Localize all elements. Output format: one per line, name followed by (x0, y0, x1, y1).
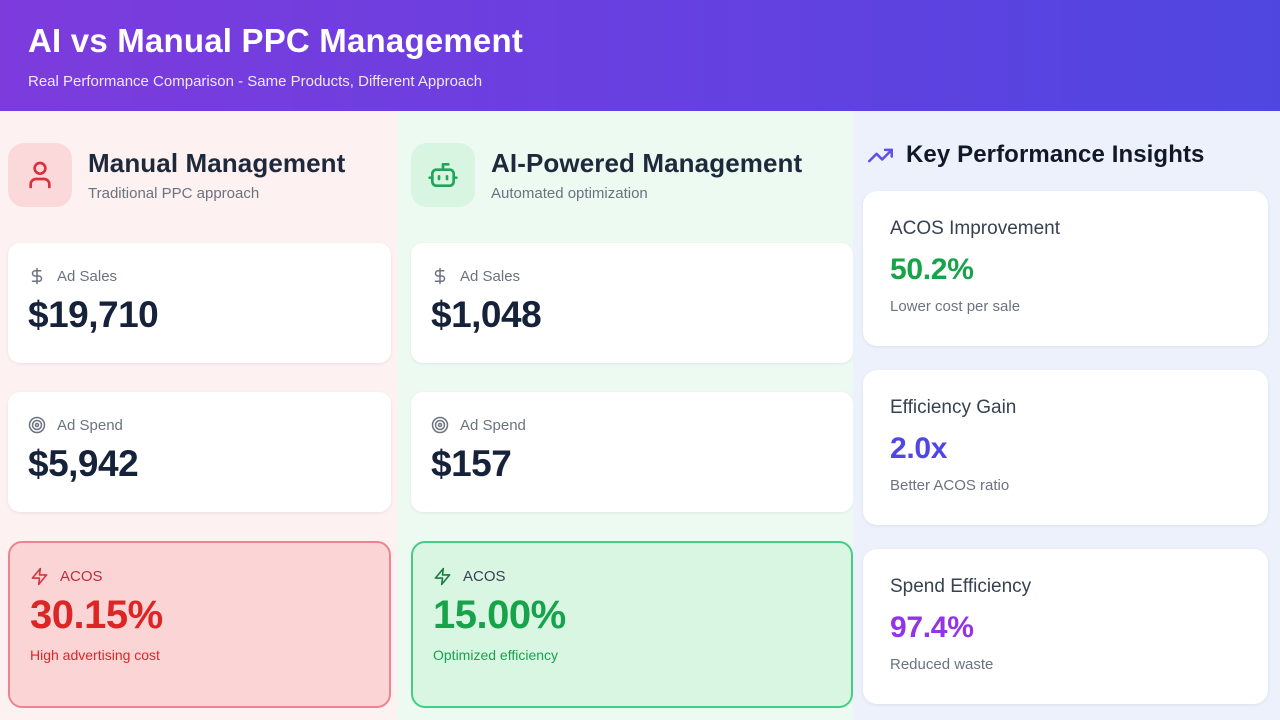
acos-label: ACOS (60, 568, 103, 585)
ai-management-column: AI-Powered Management Automated optimiza… (397, 111, 853, 720)
acos-note: High advertising cost (30, 647, 160, 663)
manual-ad-sales-label-row: Ad Sales (28, 267, 371, 285)
acos-note: Optimized efficiency (433, 647, 559, 663)
acos-value: 15.00% (433, 593, 566, 637)
target-icon (28, 416, 46, 434)
metric-value: $157 (431, 443, 512, 484)
target-icon (431, 416, 449, 434)
acos-value: 30.15% (30, 593, 163, 637)
insight-note: Lower cost per sale (890, 298, 1021, 315)
dollar-icon (431, 267, 449, 285)
manual-ad-sales-card: Ad Sales $19,710 (8, 243, 391, 363)
manual-section-titles: Manual Management Traditional PPC approa… (88, 148, 345, 202)
insight-label: ACOS Improvement (890, 218, 1060, 239)
page-title: AI vs Manual PPC Management (28, 22, 524, 59)
metric-value: $5,942 (28, 443, 139, 484)
manual-section-header: Manual Management Traditional PPC approa… (8, 143, 391, 207)
metric-label: Ad Spend (460, 416, 526, 434)
insights-header: Key Performance Insights (863, 141, 1268, 169)
insight-label: Spend Efficiency (890, 576, 1032, 597)
metric-label: Ad Sales (460, 267, 521, 285)
manual-section-title: Manual Management (88, 148, 346, 178)
zap-icon (30, 567, 49, 586)
ai-section-subtitle: Automated optimization (491, 185, 648, 202)
manual-ad-spend-card: Ad Spend $5,942 (8, 392, 391, 512)
insights-title: Key Performance Insights (906, 141, 1205, 168)
acos-label: ACOS (463, 568, 506, 585)
metric-label: Ad Sales (57, 267, 118, 285)
spend-efficiency-card: Spend Efficiency 97.4% Reduced waste (863, 549, 1268, 704)
metric-value: $19,710 (28, 294, 159, 335)
manual-management-column: Manual Management Traditional PPC approa… (0, 111, 397, 720)
metric-value: $1,048 (431, 294, 542, 335)
efficiency-gain-card: Efficiency Gain 2.0x Better ACOS ratio (863, 370, 1268, 525)
insight-label: Efficiency Gain (890, 397, 1017, 418)
dollar-icon (28, 267, 46, 285)
columns-container: Manual Management Traditional PPC approa… (0, 111, 1280, 720)
metric-label: Ad Spend (57, 416, 123, 434)
insight-note: Reduced waste (890, 656, 994, 673)
acos-improvement-card: ACOS Improvement 50.2% Lower cost per sa… (863, 191, 1268, 346)
manual-section-subtitle: Traditional PPC approach (88, 185, 260, 202)
ai-ad-spend-label-row: Ad Spend (431, 416, 833, 434)
page-subtitle: Real Performance Comparison - Same Produ… (28, 73, 483, 90)
insight-value: 2.0x (890, 432, 948, 465)
insight-note: Better ACOS ratio (890, 477, 1010, 494)
insight-value: 97.4% (890, 611, 974, 644)
header-banner: AI vs Manual PPC Management Real Perform… (0, 0, 1280, 111)
zap-icon (433, 567, 452, 586)
ai-section-title: AI-Powered Management (491, 148, 803, 178)
manual-acos-label-row: ACOS (30, 567, 369, 586)
ai-ad-spend-card: Ad Spend $157 (411, 392, 853, 512)
ai-acos-label-row: ACOS (433, 567, 831, 586)
key-performance-insights-column: Key Performance Insights ACOS Improvemen… (853, 111, 1280, 720)
ai-section-titles: AI-Powered Management Automated optimiza… (491, 148, 802, 202)
robot-icon (411, 143, 475, 207)
trending-up-icon (867, 142, 894, 169)
ai-ad-sales-label-row: Ad Sales (431, 267, 833, 285)
insight-value: 50.2% (890, 253, 974, 286)
manual-ad-spend-label-row: Ad Spend (28, 416, 371, 434)
ai-acos-card: ACOS 15.00% Optimized efficiency (411, 541, 853, 708)
ai-ad-sales-card: Ad Sales $1,048 (411, 243, 853, 363)
ai-section-header: AI-Powered Management Automated optimiza… (411, 143, 853, 207)
user-icon (8, 143, 72, 207)
manual-acos-card: ACOS 30.15% High advertising cost (8, 541, 391, 708)
